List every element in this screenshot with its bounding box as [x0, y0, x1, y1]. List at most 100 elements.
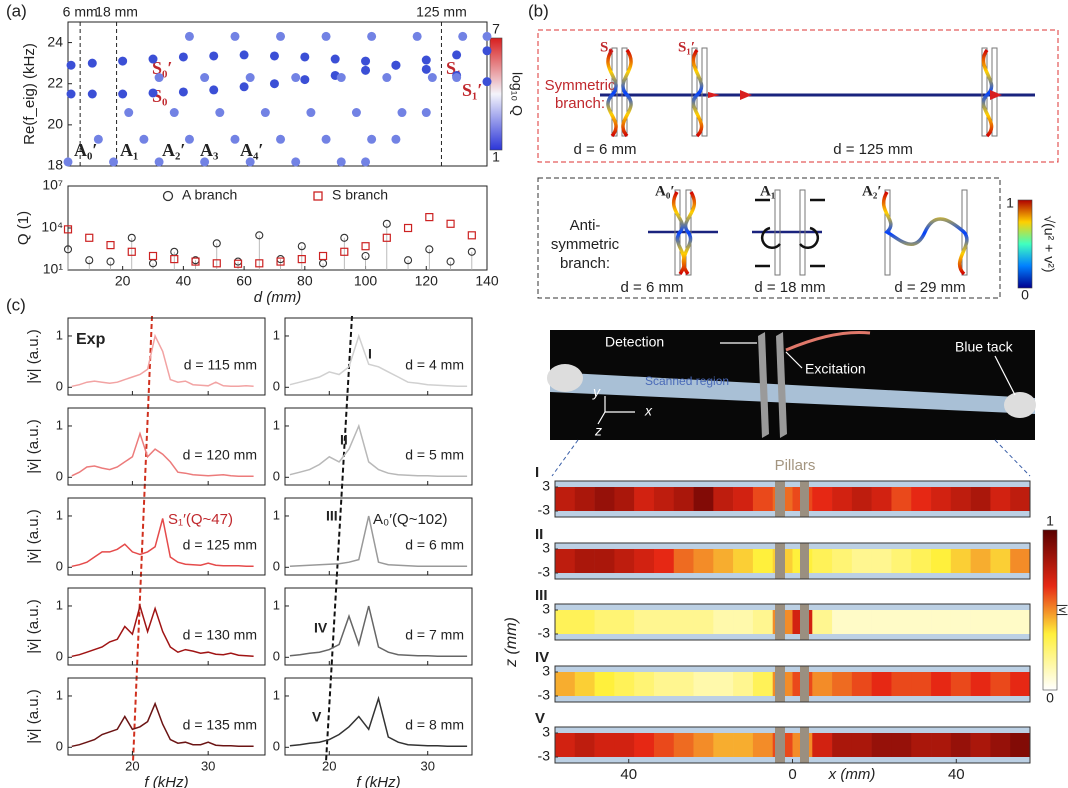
y-axis-label: |v̇| (a.u.) [25, 419, 42, 473]
heat-cell [634, 672, 654, 696]
point [209, 85, 218, 94]
point [483, 46, 492, 55]
heat-cell [555, 549, 575, 573]
annotation: d = 130 mm [183, 627, 257, 643]
heat-cell [713, 487, 733, 511]
point [124, 108, 133, 117]
annotation: d = 8 mm [405, 717, 464, 733]
pillar [800, 666, 809, 702]
annotation: d = 135 mm [183, 717, 257, 733]
point [185, 135, 194, 144]
pillar [800, 543, 809, 579]
point [88, 59, 97, 68]
y-tick-label: 1 [273, 597, 280, 612]
distance: d = 125 mm [833, 141, 913, 158]
mode-label: S₁′ [678, 39, 695, 55]
y-tick-label: 10⁷ [42, 177, 63, 193]
point [337, 157, 346, 166]
heat-cell [595, 733, 615, 757]
point [483, 32, 492, 41]
y-tick-label: 0 [273, 469, 280, 484]
note: Exp [76, 331, 106, 348]
x-tick-label: 20 [322, 758, 336, 773]
annotation: d = 6 mm [405, 537, 464, 553]
heat-cell [971, 487, 991, 511]
heat-cell [614, 610, 634, 634]
panel-label: (b) [528, 1, 549, 20]
heat-cell [753, 733, 773, 757]
point [405, 225, 412, 232]
heat-cell [634, 487, 654, 511]
y-tick-label: -3 [538, 564, 551, 580]
note: A₀′(Q~102) [373, 511, 448, 528]
y-axis-label: Re(f_eig) (kHz) [21, 43, 38, 145]
heat-cell [812, 672, 832, 696]
y-tick-label: 20 [47, 116, 63, 132]
point [64, 157, 73, 166]
x-tick-label: 100 [354, 273, 378, 289]
point [200, 157, 209, 166]
heat-cell [852, 487, 872, 511]
colorbar-label: √(u² + v²) [1041, 215, 1057, 272]
y-tick-label: 0 [273, 559, 280, 574]
y-tick-label: 0 [273, 739, 280, 754]
colorbar-tick: 1 [492, 149, 500, 165]
mode-label: A₂′ [162, 140, 185, 160]
point [352, 108, 361, 117]
heat-cell [931, 610, 951, 634]
point [483, 77, 492, 86]
point [67, 61, 76, 70]
heat-cell [852, 672, 872, 696]
x-tick-label: 30 [420, 758, 434, 773]
axis-label: y [592, 384, 601, 400]
heat-cell [713, 610, 733, 634]
heat-cell [654, 549, 674, 573]
point [300, 75, 309, 84]
y-tick-label: 0 [273, 379, 280, 394]
colorbar-tick: 1 [1046, 513, 1054, 529]
point [118, 90, 127, 99]
heat-cell [971, 610, 991, 634]
pillar [800, 604, 809, 640]
distance: d = 6 mm [574, 141, 637, 158]
heat-cell [575, 549, 595, 573]
heat-cell [575, 610, 595, 634]
x-axis-label: f (kHz) [356, 774, 400, 788]
point [276, 32, 285, 41]
heat-cell [832, 672, 852, 696]
heat-cell [733, 487, 753, 511]
heat-cell [891, 672, 911, 696]
heat-cell [614, 733, 634, 757]
colorbar-label: log₁₀ Q [509, 72, 525, 116]
heat-cell [911, 610, 931, 634]
heat-cell [911, 672, 931, 696]
heat-cell [911, 487, 931, 511]
heat-cell [654, 610, 674, 634]
mode-label: A₄′ [240, 140, 263, 160]
heat-cell [1010, 487, 1030, 511]
heat-cell [694, 487, 714, 511]
point [428, 73, 437, 82]
x-tick-label: 20 [125, 758, 139, 773]
heat-cell [812, 733, 832, 757]
annotation: d = 125 mm [183, 537, 257, 553]
point [261, 108, 270, 117]
branch-label: symmetric [551, 236, 620, 253]
point [67, 90, 76, 99]
heat-cell [951, 733, 971, 757]
heat-cell [812, 549, 832, 573]
note: II [340, 432, 348, 448]
pillars-label: Pillars [775, 457, 816, 474]
mode-label: A₁ [120, 140, 138, 160]
point [291, 157, 300, 166]
heat-cell [595, 487, 615, 511]
heat-cell [1010, 733, 1030, 757]
point [291, 73, 300, 82]
photo-label: Scanned region [645, 374, 729, 388]
heat-cell [1010, 672, 1030, 696]
y-tick-label: 1 [56, 687, 63, 702]
point [94, 135, 103, 144]
heat-cell [575, 733, 595, 757]
mode-label: S₀ [600, 39, 613, 55]
heat-cell [872, 487, 892, 511]
